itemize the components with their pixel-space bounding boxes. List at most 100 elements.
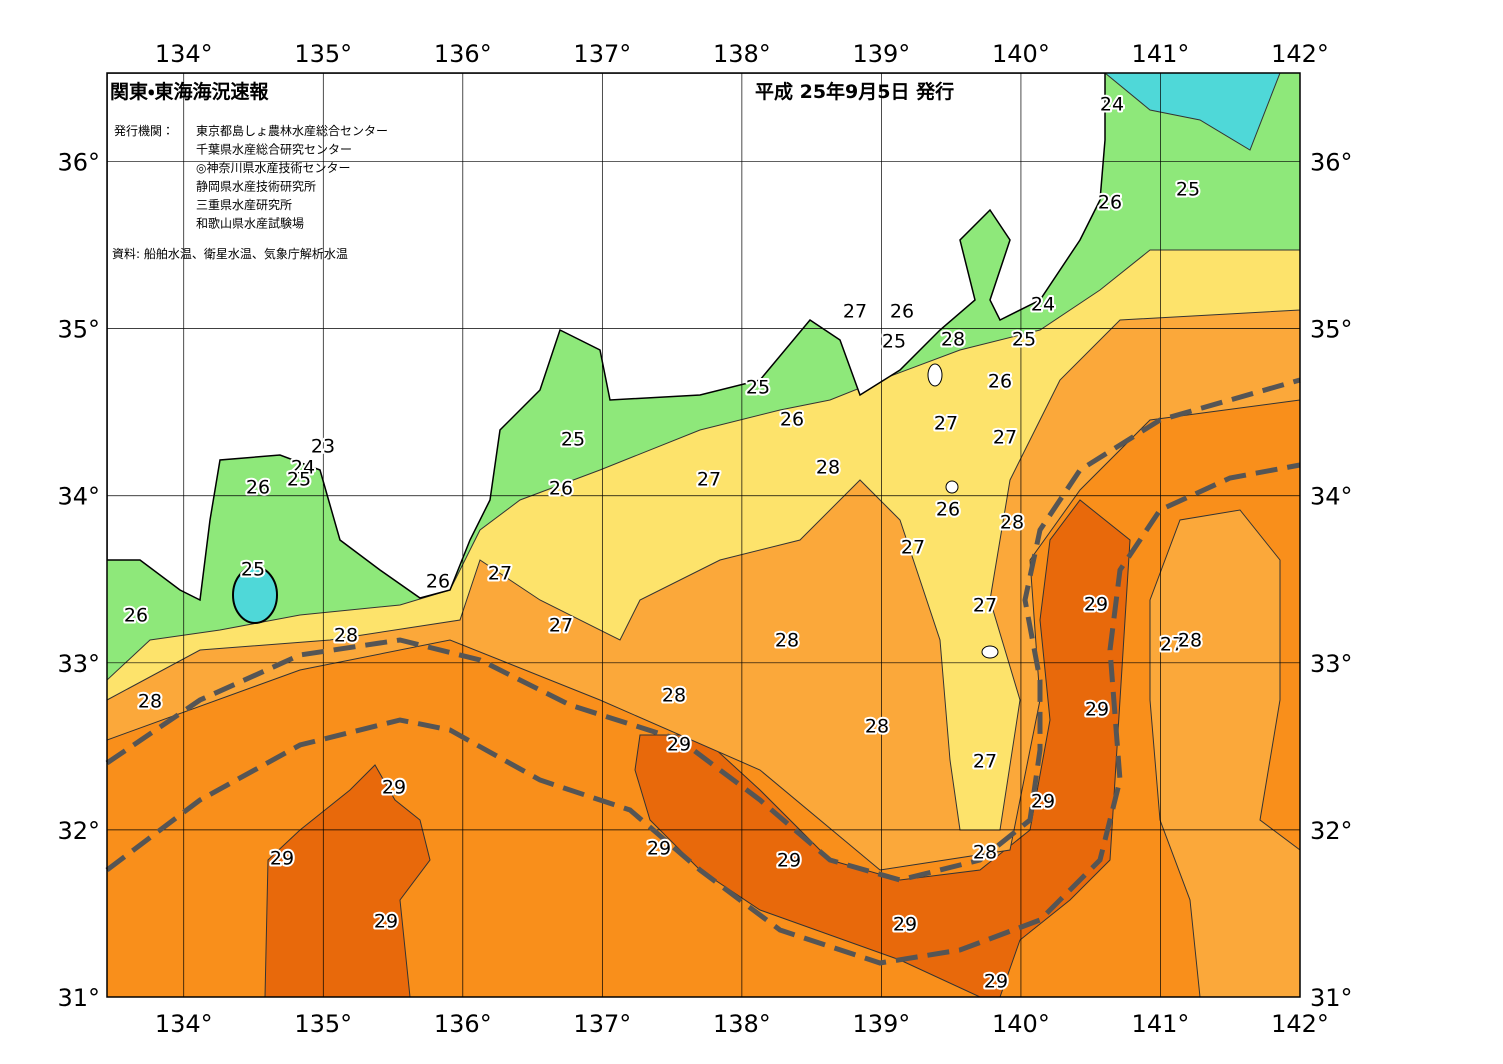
contour-label: 23 xyxy=(311,436,335,458)
land xyxy=(107,73,1106,602)
contour-label: 26 xyxy=(936,499,960,521)
contour-label: 29 xyxy=(984,971,1008,993)
sea-28-east xyxy=(1149,509,1300,997)
contour-label: 28 xyxy=(941,329,965,351)
lat-tick-label: 33° xyxy=(57,650,100,678)
contour-label: 28 xyxy=(1000,512,1024,534)
lat-tick-label: 32° xyxy=(57,817,100,845)
lon-tick-label: 137° xyxy=(573,40,631,68)
lon-tick-label: 135° xyxy=(294,40,352,68)
lon-tick-label: 137° xyxy=(573,1010,631,1038)
contour-label: 28 xyxy=(973,842,997,864)
contour-label: 26 xyxy=(780,409,804,431)
contour-label: 27 xyxy=(1160,634,1184,656)
contour-label: 27 xyxy=(843,301,867,323)
lat-tick-label: 32° xyxy=(1310,817,1353,845)
lon-tick-label: 142° xyxy=(1271,1010,1329,1038)
contour-label: 26 xyxy=(1098,192,1122,214)
contour-label: 28 xyxy=(662,685,686,707)
contour-label: 25 xyxy=(561,429,585,451)
lon-tick-label: 141° xyxy=(1132,40,1190,68)
contour-label: 28 xyxy=(1178,630,1202,652)
lon-tick-label: 136° xyxy=(434,1010,492,1038)
lat-tick-label: 35° xyxy=(57,316,100,344)
contour-label: 28 xyxy=(865,716,889,738)
contour-label: 29 xyxy=(777,850,801,872)
contour-label: 29 xyxy=(1031,791,1055,813)
date: 平成 25年9月5日 発行 xyxy=(755,80,954,103)
contour-label: 25 xyxy=(1012,329,1036,351)
lat-tick-label: 31° xyxy=(57,984,100,1012)
lon-tick-label: 141° xyxy=(1132,1010,1190,1038)
contour-label: 27 xyxy=(993,427,1017,449)
lat-tick-label: 34° xyxy=(1310,483,1353,511)
agency: 千葉県水産総合研究センター xyxy=(196,142,352,157)
agency: 三重県水産研究所 xyxy=(196,198,292,212)
contour-label: 29 xyxy=(382,777,406,799)
contour-label: 25 xyxy=(1176,179,1200,201)
lat-tick-label: 35° xyxy=(1310,316,1353,344)
contour-label: 26 xyxy=(246,477,270,499)
lat-tick-label: 34° xyxy=(57,483,100,511)
contour-label: 28 xyxy=(816,457,840,479)
contour-label: 25 xyxy=(287,469,311,491)
lon-tick-label: 140° xyxy=(992,1010,1050,1038)
lon-tick-label: 134° xyxy=(155,40,213,68)
agency: 静岡県水産技術研究所 xyxy=(196,179,316,194)
contour-label: 24 xyxy=(1100,94,1124,116)
contour-label: 27 xyxy=(488,563,512,585)
lon-tick-label: 140° xyxy=(992,40,1050,68)
lon-tick-label: 138° xyxy=(713,40,771,68)
contour-label: 27 xyxy=(901,537,925,559)
sea-24 xyxy=(1104,73,1281,151)
contour-label: 29 xyxy=(1085,699,1109,721)
lat-tick-label: 36° xyxy=(57,149,100,177)
contour-label: 27 xyxy=(973,595,997,617)
contour-label: 26 xyxy=(124,605,148,627)
sea-25-eddy xyxy=(232,566,278,624)
sea-temperature-field xyxy=(107,73,1300,997)
contour-label: 28 xyxy=(334,625,358,647)
contour-label: 28 xyxy=(138,691,162,713)
island xyxy=(927,363,943,387)
contour-label: 26 xyxy=(890,301,914,323)
contour-label: 29 xyxy=(667,734,691,756)
contour-label: 26 xyxy=(549,478,573,500)
lon-tick-label: 138° xyxy=(713,1010,771,1038)
lat-tick-label: 36° xyxy=(1310,149,1353,177)
contour-label: 29 xyxy=(1084,594,1108,616)
agency: 東京都島しょ農林水産総合センター xyxy=(196,123,388,138)
agency: 和歌山県水産試験場 xyxy=(196,216,304,231)
lon-tick-label: 139° xyxy=(852,1010,910,1038)
lon-tick-label: 134° xyxy=(155,1010,213,1038)
contour-label: 27 xyxy=(934,413,958,435)
contour-label: 28 xyxy=(775,630,799,652)
contour-label: 24 xyxy=(291,457,315,479)
title: 関東・東海海況速報 xyxy=(110,80,269,103)
contour-label: 24 xyxy=(1031,294,1055,316)
contour-label: 27 xyxy=(549,615,573,637)
contour-label: 26 xyxy=(988,371,1012,393)
lon-tick-label: 136° xyxy=(434,40,492,68)
frame xyxy=(106,72,1301,998)
contour-label: 25 xyxy=(882,331,906,353)
source: 資料: 船舶水温、衛星水温、気象庁解析水温 xyxy=(112,246,348,261)
contour-label: 27 xyxy=(697,469,721,491)
agency: ◎神奈川県水産技術センター xyxy=(196,160,350,175)
contour-label: 25 xyxy=(746,377,770,399)
lat-tick-label: 33° xyxy=(1310,650,1353,678)
sea-29 xyxy=(264,764,431,997)
agencies-label: 発行機関： xyxy=(114,124,174,138)
contour-label: 26 xyxy=(426,571,450,593)
kuroshio-edge xyxy=(105,462,1301,966)
contour-label: 29 xyxy=(647,838,671,860)
contour-label: 25 xyxy=(241,559,265,581)
kuroshio-edge xyxy=(105,377,1301,883)
contour-label: 29 xyxy=(270,848,294,870)
contour-label: 27 xyxy=(973,751,997,773)
